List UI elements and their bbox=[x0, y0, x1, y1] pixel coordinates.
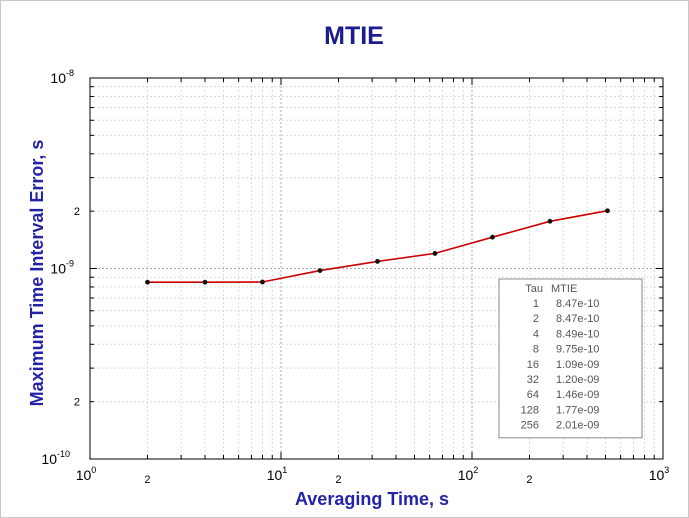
data-point bbox=[490, 234, 495, 240]
y-minor-tick-label: 2 bbox=[74, 206, 80, 218]
legend-mtie-value: 1.20e-09 bbox=[556, 374, 599, 386]
data-point bbox=[432, 251, 438, 256]
legend-tau-value: 128 bbox=[521, 404, 539, 416]
data-point bbox=[317, 268, 323, 273]
legend-tau-value: 4 bbox=[533, 328, 539, 340]
chart-title: MTIE bbox=[324, 22, 384, 50]
y-tick-label: 10-9 bbox=[50, 259, 74, 277]
legend-header-tau: Tau bbox=[525, 283, 543, 295]
legend-mtie-value: 9.75e-10 bbox=[556, 344, 599, 356]
legend-tau-value: 1 bbox=[533, 298, 539, 310]
data-point bbox=[145, 279, 150, 285]
legend-mtie-value: 1.09e-09 bbox=[556, 359, 599, 371]
legend: Tau MTIE 1 8.47e-10 2 8.47e-10 4 8.49e-10 8 9.75e… bbox=[498, 278, 643, 439]
x-tick-label: 102 bbox=[458, 465, 479, 483]
y-axis-label: Maximum Time Interval Error, s bbox=[27, 140, 47, 407]
data-point bbox=[375, 258, 380, 264]
legend-mtie-value: 1.77e-09 bbox=[556, 404, 599, 416]
data-point bbox=[605, 208, 610, 214]
y-minor-tick-label: 2 bbox=[74, 397, 80, 409]
x-minor-tick-label: 2 bbox=[144, 474, 150, 486]
legend-tau-value: 2 bbox=[533, 313, 539, 325]
x-tick-label: 101 bbox=[267, 465, 288, 483]
legend-tau-value: 256 bbox=[521, 420, 539, 432]
series-layer bbox=[145, 208, 610, 285]
legend-mtie-value: 2.01e-09 bbox=[556, 420, 599, 432]
legend-mtie-value: 8.49e-10 bbox=[556, 328, 599, 340]
y-tick-label: 10-8 bbox=[50, 68, 74, 86]
x-minor-tick-label: 2 bbox=[526, 474, 532, 486]
x-tick-label: 100 bbox=[76, 465, 97, 483]
y-tick-label: 10-10 bbox=[41, 449, 70, 467]
data-point bbox=[547, 218, 553, 224]
data-point bbox=[202, 279, 208, 285]
x-tick-label: 103 bbox=[649, 465, 670, 483]
x-axis-label: Averaging Time, s bbox=[295, 489, 449, 509]
series-line bbox=[147, 209, 608, 283]
legend-tau-value: 32 bbox=[527, 374, 539, 386]
legend-tau-value: 16 bbox=[527, 359, 539, 371]
legend-tau-value: 64 bbox=[527, 389, 539, 401]
legend-mtie-value: 1.46e-09 bbox=[556, 389, 599, 401]
legend-mtie-value: 8.47e-10 bbox=[556, 313, 599, 325]
legend-mtie-value: 8.47e-10 bbox=[556, 298, 599, 310]
legend-header-mtie: MTIE bbox=[551, 283, 577, 295]
axis-ticks: 100 101 102 103 2 2 2 10-10 10-9 10-8 2 2 bbox=[41, 68, 669, 486]
x-minor-tick-label: 2 bbox=[335, 474, 341, 486]
legend-tau-value: 8 bbox=[533, 344, 539, 356]
data-point bbox=[260, 279, 265, 285]
legend-box bbox=[498, 278, 643, 439]
